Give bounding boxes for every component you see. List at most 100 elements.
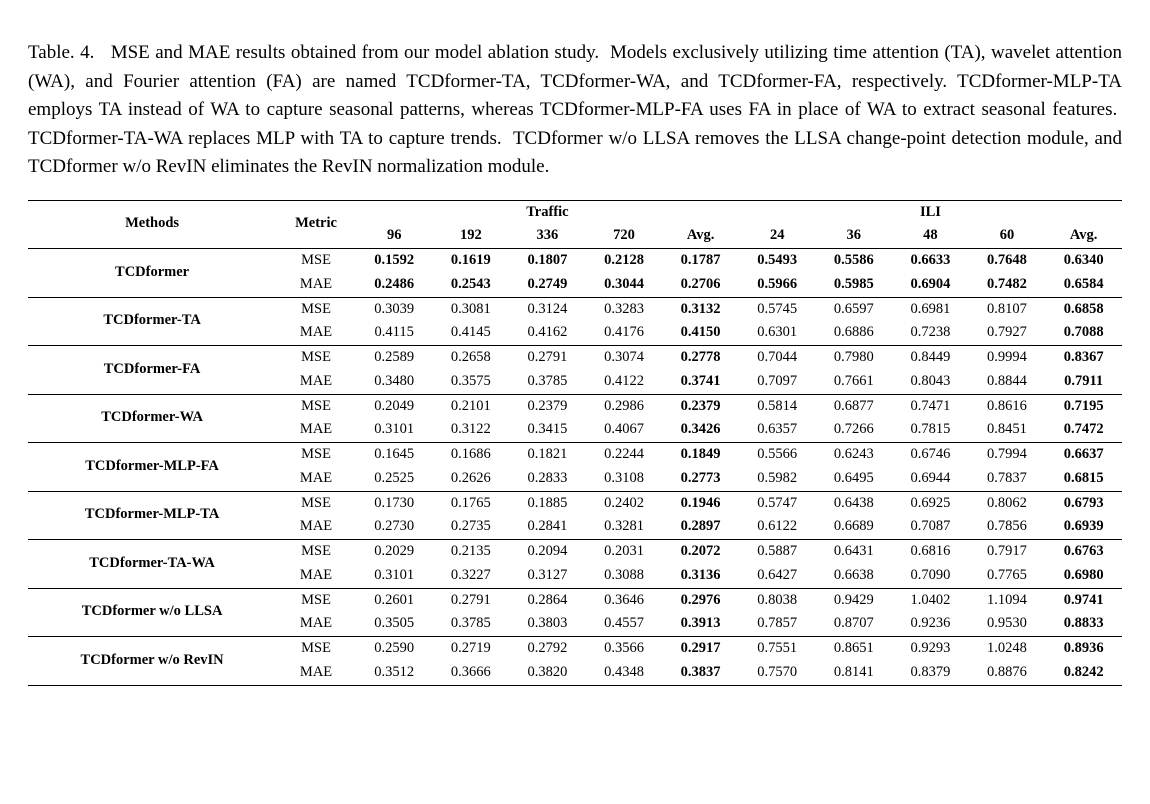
- value-cell: 0.8451: [969, 418, 1046, 442]
- value-cell: 0.8141: [815, 661, 892, 685]
- value-cell: 0.4162: [509, 321, 586, 345]
- value-cell: 0.6427: [739, 564, 816, 588]
- header-horizon: 36: [815, 224, 892, 248]
- metric-label: MSE: [276, 346, 356, 370]
- value-cell: 0.6633: [892, 249, 969, 273]
- value-cell: 0.8062: [969, 491, 1046, 515]
- metric-label: MAE: [276, 564, 356, 588]
- metric-label: MSE: [276, 249, 356, 273]
- table-caption: Table. 4. MSE and MAE results obtained f…: [28, 39, 1122, 182]
- value-cell: 0.1821: [509, 443, 586, 467]
- value-cell: 0.4348: [586, 661, 663, 685]
- value-cell: 0.7815: [892, 418, 969, 442]
- value-cell: 0.3108: [586, 467, 663, 491]
- value-cell: 0.9530: [969, 612, 1046, 636]
- value-cell: 0.7911: [1045, 370, 1122, 394]
- value-cell: 0.6904: [892, 273, 969, 297]
- value-cell: 0.3088: [586, 564, 663, 588]
- metric-label: MSE: [276, 443, 356, 467]
- value-cell: 0.7087: [892, 515, 969, 539]
- value-cell: 1.0402: [892, 588, 969, 612]
- value-cell: 0.8936: [1045, 637, 1122, 661]
- value-cell: 0.8876: [969, 661, 1046, 685]
- method-name: TCDformer w/o RevIN: [28, 637, 276, 686]
- value-cell: 0.3415: [509, 418, 586, 442]
- value-cell: 0.7917: [969, 540, 1046, 564]
- metric-label: MAE: [276, 515, 356, 539]
- metric-label: MSE: [276, 394, 356, 418]
- header-horizon: 96: [356, 224, 433, 248]
- value-cell: 0.2029: [356, 540, 433, 564]
- value-cell: 0.5985: [815, 273, 892, 297]
- value-cell: 0.7471: [892, 394, 969, 418]
- value-cell: 0.9994: [969, 346, 1046, 370]
- value-cell: 0.2135: [433, 540, 510, 564]
- value-cell: 0.3101: [356, 564, 433, 588]
- header-metric: Metric: [276, 200, 356, 249]
- header-dataset: Traffic: [356, 200, 739, 224]
- value-cell: 0.2719: [433, 637, 510, 661]
- value-cell: 0.8038: [739, 588, 816, 612]
- value-cell: 0.7551: [739, 637, 816, 661]
- value-cell: 0.6357: [739, 418, 816, 442]
- metric-label: MSE: [276, 637, 356, 661]
- value-cell: 0.7994: [969, 443, 1046, 467]
- value-cell: 0.3512: [356, 661, 433, 685]
- method-name: TCDformer-MLP-TA: [28, 491, 276, 540]
- value-cell: 0.2730: [356, 515, 433, 539]
- value-cell: 0.2244: [586, 443, 663, 467]
- value-cell: 0.2049: [356, 394, 433, 418]
- method-name: TCDformer w/o LLSA: [28, 588, 276, 637]
- value-cell: 0.2379: [662, 394, 739, 418]
- value-cell: 0.8833: [1045, 612, 1122, 636]
- value-cell: 0.9429: [815, 588, 892, 612]
- value-cell: 0.7472: [1045, 418, 1122, 442]
- value-cell: 0.9293: [892, 637, 969, 661]
- value-cell: 0.2791: [433, 588, 510, 612]
- value-cell: 0.6438: [815, 491, 892, 515]
- value-cell: 0.6763: [1045, 540, 1122, 564]
- value-cell: 0.4176: [586, 321, 663, 345]
- value-cell: 0.6877: [815, 394, 892, 418]
- value-cell: 0.8707: [815, 612, 892, 636]
- header-horizon: 48: [892, 224, 969, 248]
- metric-label: MAE: [276, 661, 356, 685]
- value-cell: 0.5493: [739, 249, 816, 273]
- value-cell: 0.7837: [969, 467, 1046, 491]
- value-cell: 0.3837: [662, 661, 739, 685]
- value-cell: 0.6301: [739, 321, 816, 345]
- value-cell: 0.2379: [509, 394, 586, 418]
- value-cell: 0.4122: [586, 370, 663, 394]
- value-cell: 0.6495: [815, 467, 892, 491]
- value-cell: 0.8379: [892, 661, 969, 685]
- value-cell: 0.3566: [586, 637, 663, 661]
- value-cell: 0.8367: [1045, 346, 1122, 370]
- value-cell: 0.2486: [356, 273, 433, 297]
- value-cell: 0.5887: [739, 540, 816, 564]
- value-cell: 0.2791: [509, 346, 586, 370]
- value-cell: 0.2590: [356, 637, 433, 661]
- value-cell: 0.2658: [433, 346, 510, 370]
- value-cell: 0.4557: [586, 612, 663, 636]
- value-cell: 0.1592: [356, 249, 433, 273]
- value-cell: 0.7195: [1045, 394, 1122, 418]
- metric-label: MSE: [276, 491, 356, 515]
- value-cell: 0.8043: [892, 370, 969, 394]
- value-cell: 0.3480: [356, 370, 433, 394]
- value-cell: 0.2749: [509, 273, 586, 297]
- value-cell: 0.4067: [586, 418, 663, 442]
- value-cell: 0.2525: [356, 467, 433, 491]
- value-cell: 0.2986: [586, 394, 663, 418]
- value-cell: 0.3081: [433, 297, 510, 321]
- value-cell: 0.2792: [509, 637, 586, 661]
- value-cell: 0.7765: [969, 564, 1046, 588]
- value-cell: 0.6939: [1045, 515, 1122, 539]
- value-cell: 0.1787: [662, 249, 739, 273]
- metric-label: MSE: [276, 588, 356, 612]
- value-cell: 0.1849: [662, 443, 739, 467]
- value-cell: 0.7856: [969, 515, 1046, 539]
- value-cell: 0.3803: [509, 612, 586, 636]
- value-cell: 0.4145: [433, 321, 510, 345]
- value-cell: 0.3666: [433, 661, 510, 685]
- value-cell: 0.5745: [739, 297, 816, 321]
